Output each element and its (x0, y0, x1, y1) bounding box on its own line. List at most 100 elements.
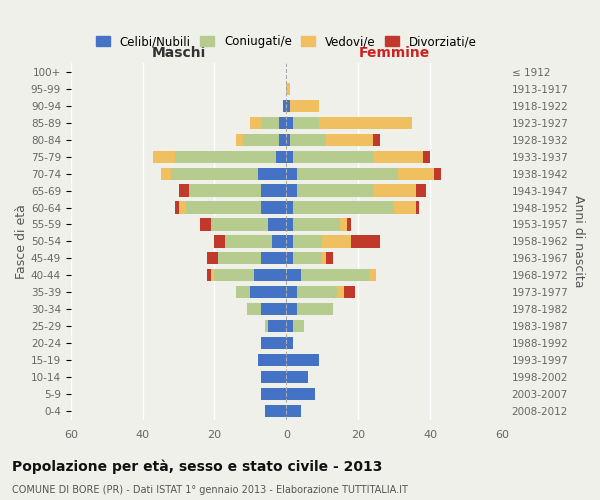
Bar (225, 236, 272, 248)
Bar (265, 320, 268, 332)
Bar (322, 236, 351, 248)
Bar (286, 320, 293, 332)
Bar (286, 168, 297, 179)
Bar (279, 116, 286, 129)
Bar (200, 218, 211, 230)
Bar (243, 134, 279, 146)
Bar (190, 184, 261, 196)
Bar (218, 252, 261, 264)
Bar (268, 320, 286, 332)
Bar (373, 150, 423, 163)
Bar (154, 150, 175, 163)
Bar (286, 83, 290, 95)
Bar (351, 236, 380, 248)
Bar (297, 168, 398, 179)
Bar (293, 116, 319, 129)
Text: COMUNE DI BORE (PR) - Dati ISTAT 1° gennaio 2013 - Elaborazione TUTTITALIA.IT: COMUNE DI BORE (PR) - Dati ISTAT 1° genn… (12, 485, 408, 495)
Y-axis label: Fasce di età: Fasce di età (15, 204, 28, 279)
Bar (286, 337, 293, 349)
Bar (286, 354, 319, 366)
Bar (373, 184, 416, 196)
Bar (286, 202, 293, 213)
Legend: Celibi/Nubili, Coniugati/e, Vedovi/e, Divorziati/e: Celibi/Nubili, Coniugati/e, Vedovi/e, Di… (94, 32, 479, 50)
Bar (214, 236, 225, 248)
Bar (434, 168, 441, 179)
Bar (211, 218, 268, 230)
Bar (247, 303, 261, 316)
Bar (175, 202, 179, 213)
Bar (261, 337, 286, 349)
Bar (186, 202, 261, 213)
Bar (347, 218, 351, 230)
Bar (416, 202, 419, 213)
Bar (322, 252, 326, 264)
Bar (293, 202, 394, 213)
Bar (254, 269, 286, 281)
Bar (250, 116, 261, 129)
Bar (286, 184, 297, 196)
Bar (261, 371, 286, 383)
Bar (207, 252, 218, 264)
Bar (265, 405, 286, 417)
Bar (297, 303, 333, 316)
Bar (398, 168, 434, 179)
Bar (286, 116, 293, 129)
Bar (286, 371, 308, 383)
Bar (261, 303, 286, 316)
Bar (286, 405, 301, 417)
Bar (268, 218, 286, 230)
Bar (172, 168, 257, 179)
Bar (261, 388, 286, 400)
Bar (326, 134, 373, 146)
Text: Maschi: Maschi (151, 46, 206, 60)
Bar (261, 184, 286, 196)
Bar (275, 150, 286, 163)
Bar (236, 286, 250, 298)
Bar (344, 286, 355, 298)
Bar (283, 100, 286, 112)
Bar (175, 150, 275, 163)
Bar (179, 184, 190, 196)
Bar (301, 269, 369, 281)
Bar (179, 202, 186, 213)
Bar (293, 218, 340, 230)
Bar (286, 388, 315, 400)
Bar (293, 150, 373, 163)
Bar (286, 218, 293, 230)
Bar (261, 116, 279, 129)
Bar (416, 184, 427, 196)
Bar (272, 236, 286, 248)
Bar (214, 269, 254, 281)
Bar (369, 269, 376, 281)
Bar (290, 134, 326, 146)
Bar (211, 269, 214, 281)
Bar (286, 286, 297, 298)
Bar (261, 202, 286, 213)
Bar (423, 150, 430, 163)
Bar (257, 168, 286, 179)
Bar (293, 236, 322, 248)
Text: Femmine: Femmine (358, 46, 430, 60)
Bar (261, 252, 286, 264)
Bar (286, 269, 301, 281)
Bar (340, 218, 347, 230)
Bar (279, 134, 286, 146)
Bar (286, 134, 290, 146)
Bar (297, 286, 337, 298)
Bar (250, 286, 286, 298)
Text: Popolazione per età, sesso e stato civile - 2013: Popolazione per età, sesso e stato civil… (12, 460, 382, 474)
Bar (293, 252, 322, 264)
Bar (337, 286, 344, 298)
Bar (286, 252, 293, 264)
Bar (286, 100, 290, 112)
Bar (286, 150, 293, 163)
Bar (161, 168, 172, 179)
Bar (207, 269, 211, 281)
Y-axis label: Anni di nascita: Anni di nascita (572, 195, 585, 288)
Bar (293, 320, 304, 332)
Bar (326, 252, 333, 264)
Bar (297, 184, 373, 196)
Bar (257, 354, 286, 366)
Bar (236, 134, 243, 146)
Bar (286, 236, 293, 248)
